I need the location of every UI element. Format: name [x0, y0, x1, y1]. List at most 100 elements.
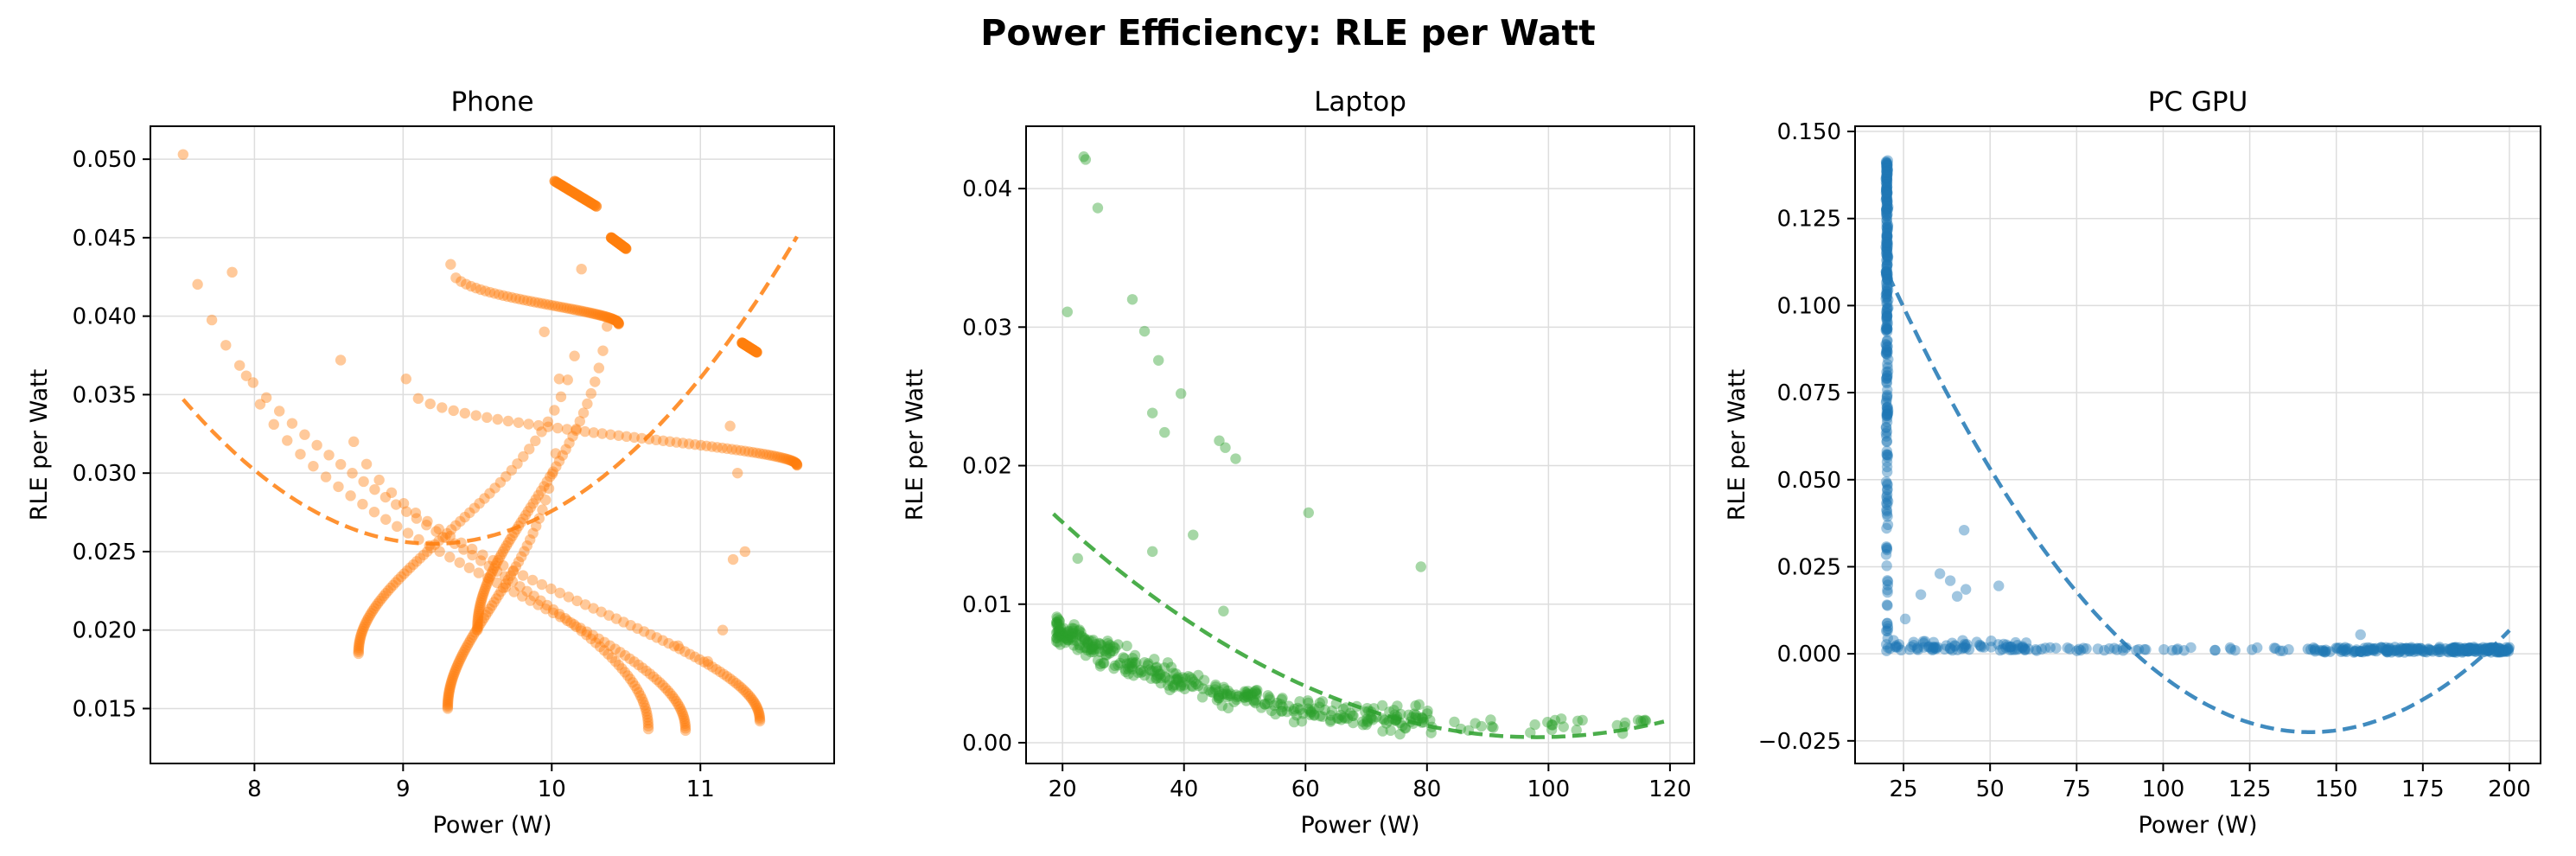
- data-point: [633, 687, 645, 698]
- data-point: [1197, 683, 1208, 694]
- data-point: [1051, 616, 1062, 628]
- data-point: [1882, 404, 1894, 416]
- data-point: [1101, 643, 1113, 655]
- data-point: [1881, 285, 1892, 297]
- data-point: [522, 295, 533, 306]
- data-point: [2433, 644, 2445, 655]
- data-point: [456, 651, 467, 662]
- data-point: [619, 667, 631, 678]
- data-point: [226, 266, 238, 278]
- data-point: [1882, 323, 1893, 335]
- data-point: [590, 376, 601, 387]
- data-point: [2310, 646, 2321, 657]
- data-point: [2071, 645, 2082, 656]
- data-point: [1912, 644, 1923, 655]
- data-point: [481, 412, 493, 424]
- data-point: [735, 444, 747, 457]
- data-point: [593, 362, 605, 374]
- data-point: [476, 616, 488, 627]
- data-point: [1881, 242, 1892, 253]
- data-point: [571, 304, 583, 316]
- data-point: [1308, 709, 1320, 720]
- data-point: [2331, 642, 2343, 655]
- data-point: [1882, 160, 1893, 171]
- data-point: [604, 312, 616, 324]
- data-point: [1213, 690, 1224, 702]
- data-point: [2402, 643, 2413, 655]
- data-point: [449, 666, 461, 678]
- data-point: [581, 306, 592, 318]
- data-point: [461, 642, 472, 654]
- data-point: [2317, 646, 2329, 657]
- data-point: [1053, 624, 1065, 636]
- data-point: [1944, 575, 1956, 586]
- data-point: [1262, 690, 1273, 701]
- y-tick-label: 0.125: [1777, 207, 1841, 233]
- data-point: [1304, 705, 1316, 716]
- data-point: [1881, 230, 1892, 242]
- data-point: [1881, 408, 1892, 419]
- data-point: [2417, 646, 2428, 657]
- data-point: [380, 514, 392, 525]
- data-point: [1881, 522, 1892, 534]
- data-point: [475, 595, 487, 606]
- data-point: [1403, 709, 1414, 721]
- data-point: [650, 434, 662, 446]
- data-point: [1152, 355, 1164, 366]
- data-point: [565, 616, 577, 629]
- data-point: [2020, 637, 2032, 648]
- data-point: [402, 527, 414, 539]
- data-point: [2133, 643, 2145, 655]
- data-point: [610, 613, 622, 624]
- data-point: [1072, 553, 1083, 565]
- data-point: [2495, 646, 2507, 658]
- data-point: [559, 612, 571, 624]
- data-point: [1225, 688, 1236, 699]
- data-point: [2039, 642, 2051, 654]
- data-point: [1888, 635, 1899, 646]
- data-point: [1269, 699, 1280, 712]
- data-point: [1196, 692, 1208, 703]
- data-point: [1880, 173, 1891, 184]
- data-point: [484, 603, 495, 615]
- data-point: [1881, 599, 1893, 610]
- data-point: [2477, 644, 2489, 655]
- data-point: [1087, 635, 1099, 646]
- data-point: [1881, 221, 1892, 233]
- data-point: [1214, 693, 1225, 704]
- data-point: [192, 278, 203, 291]
- data-point: [1899, 613, 1911, 625]
- data-point: [1880, 397, 1892, 408]
- data-point: [517, 591, 528, 602]
- data-point: [1881, 175, 1892, 186]
- data-point: [2023, 643, 2034, 655]
- data-point: [1051, 632, 1062, 643]
- data-point: [490, 593, 502, 604]
- data-point: [609, 643, 621, 655]
- data-point: [473, 567, 484, 578]
- data-point: [532, 419, 545, 431]
- data-point: [437, 402, 448, 413]
- data-point: [1893, 639, 1905, 650]
- data-point: [613, 318, 624, 329]
- panel-title: Laptop: [1314, 86, 1406, 118]
- data-point: [1213, 692, 1224, 704]
- x-tick-label: 40: [1170, 776, 1198, 802]
- data-point: [1881, 190, 1892, 201]
- data-point: [761, 449, 772, 460]
- data-point: [724, 673, 736, 685]
- data-point: [1929, 642, 1942, 653]
- data-point: [345, 490, 356, 501]
- data-point: [674, 643, 685, 655]
- data-point: [505, 570, 516, 581]
- data-point: [2450, 645, 2462, 656]
- data-point: [1881, 233, 1893, 245]
- data-point: [2467, 645, 2479, 657]
- data-point: [374, 595, 386, 607]
- data-point: [1880, 236, 1892, 248]
- data-point: [749, 699, 761, 710]
- data-point: [1075, 627, 1087, 638]
- data-point: [1247, 694, 1259, 706]
- data-point: [379, 491, 392, 503]
- data-point: [2404, 646, 2416, 657]
